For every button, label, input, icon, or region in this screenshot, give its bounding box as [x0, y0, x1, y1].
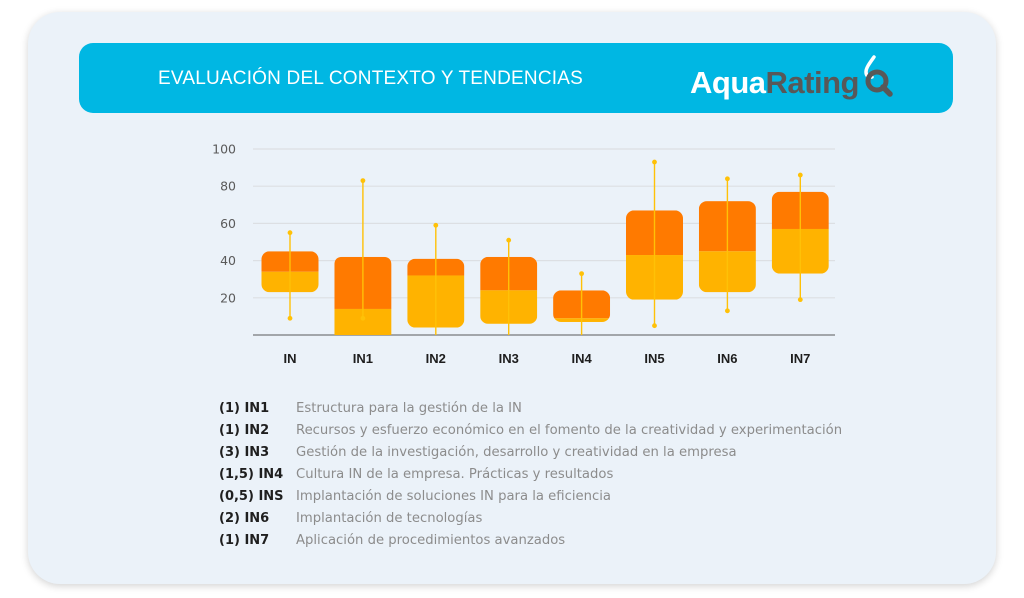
box-in4 [553, 271, 611, 335]
y-tick-label: 60 [220, 216, 236, 231]
legend-description: Implantación de tecnologías [296, 511, 483, 526]
whisker-min-dot [797, 297, 803, 303]
whisker-min-dot [725, 308, 730, 314]
legend-description: Recursos y esfuerzo económico en el fome… [296, 423, 843, 438]
y-tick-label: 40 [220, 253, 236, 268]
legend-description: Aplicación de procedimientos avanzados [296, 533, 566, 548]
whisker-max-dot [287, 230, 293, 236]
whisker-min-dot [287, 315, 293, 321]
whisker-min-dot [652, 323, 657, 329]
whisker-max-dot [506, 237, 512, 243]
legend-item: (0,5) INS Implantación de soluciones IN p… [219, 486, 842, 508]
legend-code: (1) IN2 [219, 423, 270, 438]
aquarating-logo: Aqua Rating [690, 55, 896, 101]
x-tick-label: IN7 [790, 351, 810, 366]
box-in5 [626, 159, 683, 329]
x-tick-label: IN [284, 351, 297, 366]
legend-code: (3) IN3 [219, 445, 270, 460]
drop-magnifier-icon [864, 55, 893, 97]
x-tick-label: IN3 [499, 351, 519, 366]
y-tick-label: 80 [220, 179, 236, 194]
whisker-max-dot [652, 159, 657, 165]
legend-item: (1,5) IN4 Cultura IN de la empresa. Práct… [219, 464, 842, 486]
x-tick-label: IN1 [353, 351, 373, 366]
y-tick-label: 100 [212, 142, 236, 157]
x-tick-label: IN2 [426, 351, 446, 366]
legend-item: (2) IN6 Implantación de tecnologías [219, 508, 842, 530]
legend-description: Implantación de soluciones IN para la ef… [296, 489, 611, 504]
box-in1 [334, 178, 392, 335]
legend-description: Gestión de la investigación, desarrollo … [296, 445, 737, 460]
whisker-max-dot [433, 222, 439, 228]
y-tick-label: 20 [220, 290, 236, 305]
whisker-max-dot [797, 172, 803, 178]
box-in2 [407, 222, 465, 335]
x-tick-label: IN4 [571, 351, 592, 366]
legend-item: (1) IN2 Recursos y esfuerzo económico en … [219, 420, 842, 442]
x-tick-label: IN6 [717, 351, 737, 366]
legend-code: (1) IN7 [219, 533, 270, 548]
logo-text-aqua: Aqua [690, 65, 766, 100]
whisker-max-dot [725, 176, 730, 182]
legend-item: (3) IN3 Gestión de la investigación, desa… [219, 442, 842, 464]
whisker-max-dot [579, 271, 584, 277]
legend-item: (1) IN7 Aplicación de procedimientos avan… [219, 530, 842, 552]
legend-description: Cultura IN de la empresa. Prácticas y re… [296, 467, 614, 482]
box-in [261, 230, 319, 321]
legend-code: (2) IN6 [219, 511, 270, 526]
boxplot-chart: 20 40 60 80 100 IN IN1 IN2 IN3 IN4 IN5 IN6 IN7 [212, 142, 835, 366]
legend: (1) IN1 Estructura para la gestión de la … [219, 398, 842, 552]
legend-item: (1) IN1 Estructura para la gestión de la … [219, 398, 842, 420]
box-in3 [480, 237, 538, 335]
box-in7 [771, 172, 829, 303]
legend-description: Estructura para la gestión de la IN [296, 401, 522, 416]
x-tick-label: IN5 [644, 351, 664, 366]
whisker-min-dot [360, 315, 366, 321]
header-bar: EVALUACIÓN DEL CONTEXTO Y TENDENCIAS Aqu… [79, 43, 953, 113]
legend-code: (1,5) IN4 [219, 467, 284, 482]
whisker-max-dot [360, 178, 366, 184]
legend-code: (1) IN1 [219, 401, 270, 416]
page-title: EVALUACIÓN DEL CONTEXTO Y TENDENCIAS [158, 68, 583, 89]
box-in6 [698, 176, 756, 314]
logo-text-rating: Rating [765, 65, 860, 100]
legend-code: (0,5) INS [219, 489, 284, 504]
